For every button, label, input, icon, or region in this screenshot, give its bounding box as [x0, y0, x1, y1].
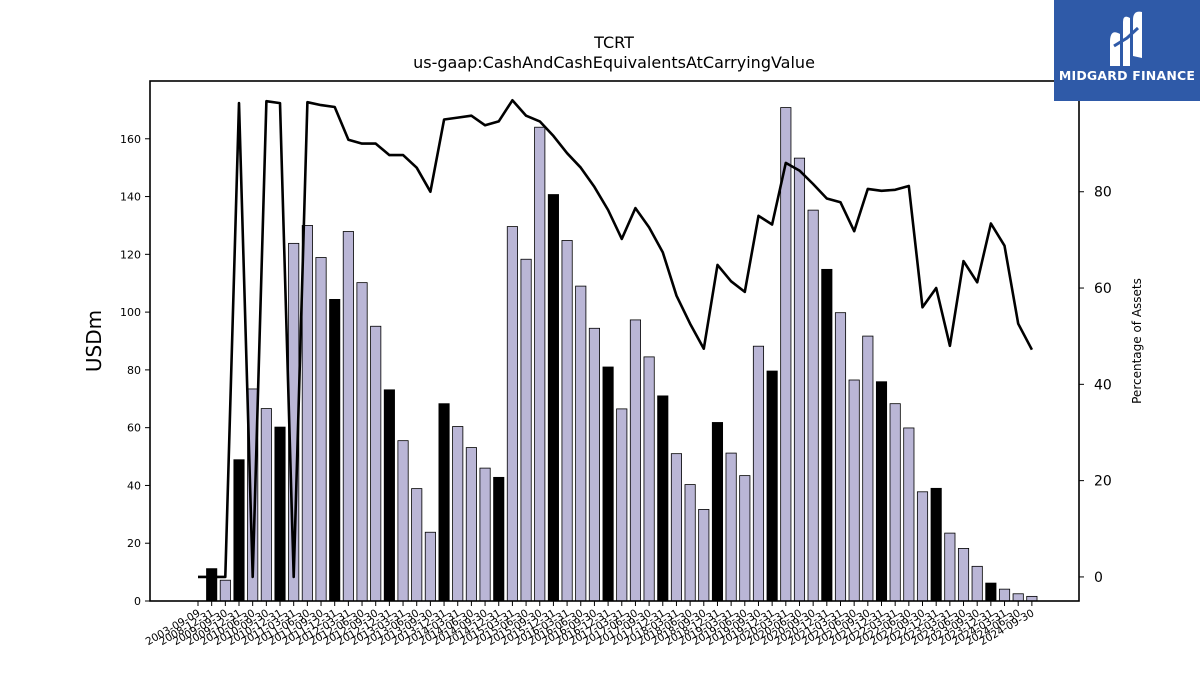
bar — [930, 487, 942, 602]
bar — [711, 422, 724, 602]
chart-title: TCRT — [593, 33, 634, 52]
bar — [944, 532, 956, 602]
bar — [342, 231, 354, 602]
bar — [916, 491, 929, 602]
percentage-line — [198, 99, 1034, 579]
y-tick-label: 20 — [127, 537, 141, 550]
y-tick-label: 0 — [134, 595, 141, 608]
plot-frame — [149, 80, 1080, 602]
y2-tick-label: 40 — [1094, 377, 1112, 393]
bar — [356, 282, 368, 602]
y-tick-label: 120 — [120, 248, 141, 261]
bar — [520, 258, 532, 602]
bar — [862, 335, 874, 602]
bar — [329, 298, 341, 602]
bar — [657, 395, 669, 602]
brand-logo: MIDGARD FINANCE — [1054, 0, 1200, 101]
bar — [903, 427, 915, 602]
y-tick-label: 160 — [120, 133, 141, 146]
bar — [411, 488, 423, 602]
bar — [561, 240, 573, 602]
bar-series — [206, 107, 1038, 602]
bar — [588, 327, 600, 602]
bar — [752, 345, 765, 602]
bar — [534, 126, 546, 602]
bar — [206, 568, 218, 602]
bar — [875, 381, 888, 602]
y2-tick-label: 20 — [1094, 474, 1112, 490]
bar — [1012, 593, 1024, 602]
brand-name: MIDGARD FINANCE — [1058, 68, 1196, 83]
bar — [493, 476, 505, 602]
bar — [301, 225, 313, 602]
bar — [889, 403, 901, 602]
bar — [506, 226, 518, 602]
midgard-logo-icon — [1110, 11, 1142, 67]
y-tick-label: 80 — [127, 364, 141, 377]
bar — [684, 484, 696, 602]
bar — [479, 467, 491, 602]
y2-axis-label: Percentage of Assets — [1130, 278, 1144, 404]
bar — [807, 209, 819, 602]
bar — [848, 379, 860, 602]
line-series — [198, 99, 1034, 579]
bar — [452, 426, 464, 602]
y-axis-left: 0 20 40 60 80 100 120 140 160 — [120, 133, 150, 608]
bar — [616, 408, 628, 602]
bar — [397, 440, 409, 602]
y-tick-label: 40 — [127, 479, 141, 492]
y2-tick-label: 80 — [1094, 185, 1112, 201]
bar — [766, 370, 778, 602]
bar — [985, 582, 997, 602]
bar — [274, 426, 286, 602]
bar — [821, 268, 833, 602]
bar — [315, 257, 327, 602]
bar — [547, 194, 559, 602]
bar — [957, 548, 970, 602]
bar — [971, 565, 983, 602]
bar — [370, 325, 382, 602]
bar — [793, 157, 806, 602]
bar — [260, 408, 272, 602]
x-axis: 2003-09-092008-12-312009-09-302009-12-31… — [144, 601, 1036, 648]
bar — [219, 579, 231, 602]
y-axis-label: USDm — [82, 310, 106, 372]
bar — [698, 509, 710, 602]
bar — [739, 475, 751, 602]
bar — [670, 453, 682, 602]
bar — [424, 531, 436, 602]
bar — [629, 319, 641, 602]
y-tick-label: 140 — [120, 191, 141, 204]
bar — [725, 452, 737, 602]
bar — [383, 389, 395, 602]
y2-tick-label: 0 — [1094, 570, 1103, 586]
bar — [643, 356, 655, 602]
bar — [438, 403, 450, 602]
bar — [998, 588, 1011, 602]
chart-subtitle: us-gaap:CashAndCashEquivalentsAtCarrying… — [413, 53, 815, 72]
bar — [465, 447, 477, 602]
bar — [602, 366, 614, 602]
bar — [575, 285, 587, 602]
y-tick-label: 60 — [127, 422, 141, 435]
bar — [233, 459, 245, 602]
y-tick-label: 100 — [120, 306, 141, 319]
y2-tick-label: 60 — [1094, 281, 1112, 297]
bar — [834, 312, 847, 602]
